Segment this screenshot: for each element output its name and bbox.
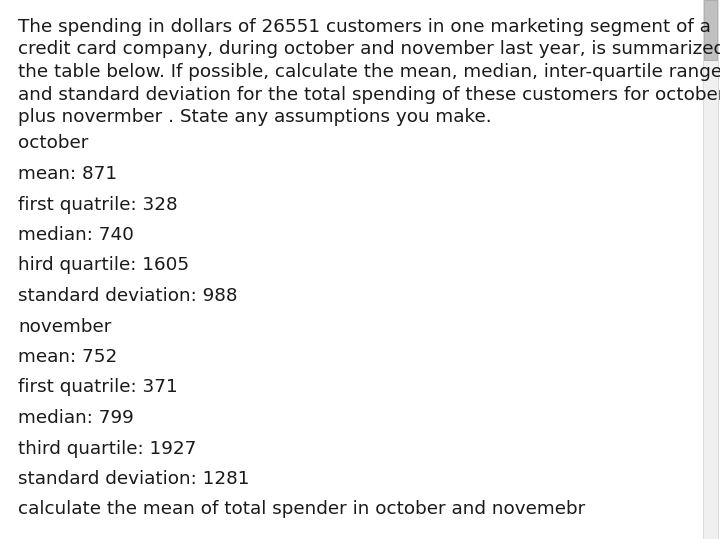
Text: mean: 871: mean: 871 bbox=[18, 165, 117, 183]
Text: calculate the mean of total spender in october and novemebr: calculate the mean of total spender in o… bbox=[18, 501, 585, 519]
Text: november: november bbox=[18, 317, 112, 335]
Text: october: october bbox=[18, 135, 89, 153]
Text: third quartile: 1927: third quartile: 1927 bbox=[18, 439, 197, 458]
Text: mean: 752: mean: 752 bbox=[18, 348, 117, 366]
Text: plus novermber . State any assumptions you make.: plus novermber . State any assumptions y… bbox=[18, 108, 492, 126]
Text: median: 740: median: 740 bbox=[18, 226, 134, 244]
Bar bbox=[704, 0, 717, 60]
Text: and standard deviation for the total spending of these customers for october: and standard deviation for the total spe… bbox=[18, 86, 720, 103]
Text: The spending in dollars of 26551 customers in one marketing segment of a: The spending in dollars of 26551 custome… bbox=[18, 18, 711, 36]
Text: first quatrile: 371: first quatrile: 371 bbox=[18, 378, 178, 397]
Text: the table below. If possible, calculate the mean, median, inter-quartile range,: the table below. If possible, calculate … bbox=[18, 63, 720, 81]
Text: standard deviation: 988: standard deviation: 988 bbox=[18, 287, 238, 305]
Text: standard deviation: 1281: standard deviation: 1281 bbox=[18, 470, 250, 488]
Bar bbox=[703, 0, 718, 539]
Text: median: 799: median: 799 bbox=[18, 409, 134, 427]
Text: credit card company, during october and november last year, is summarized in: credit card company, during october and … bbox=[18, 40, 720, 59]
Text: hird quartile: 1605: hird quartile: 1605 bbox=[18, 257, 189, 274]
Text: first quatrile: 328: first quatrile: 328 bbox=[18, 196, 178, 213]
